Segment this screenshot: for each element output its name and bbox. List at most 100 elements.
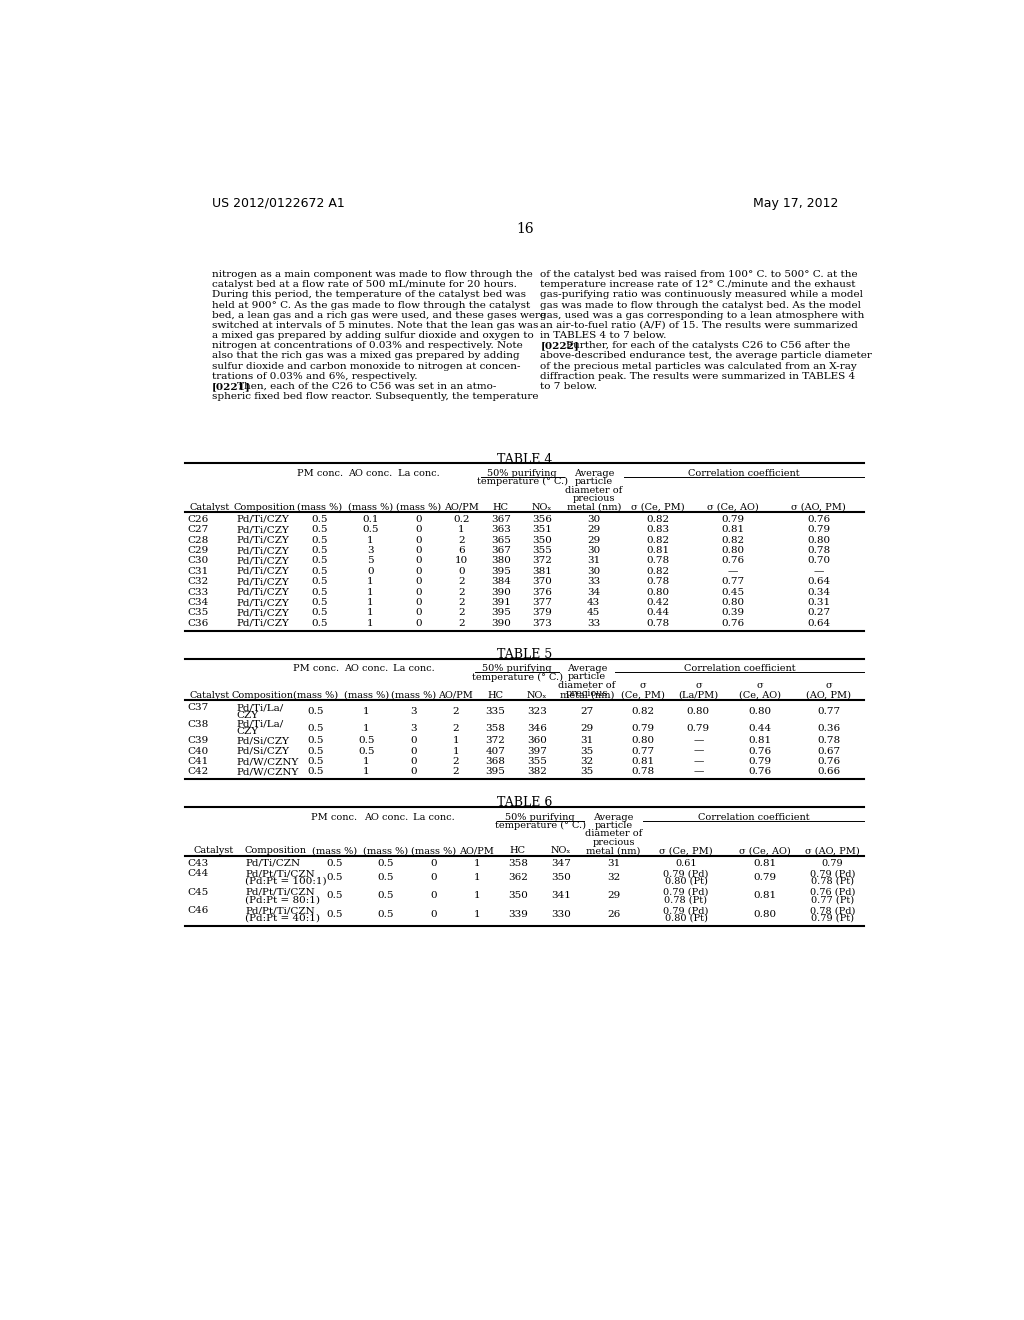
Text: 0.80: 0.80 <box>646 587 670 597</box>
Text: 0.5: 0.5 <box>307 767 325 776</box>
Text: 0.80: 0.80 <box>631 737 654 746</box>
Text: CZY: CZY <box>237 727 259 737</box>
Text: 30: 30 <box>587 566 600 576</box>
Text: NOₓ: NOₓ <box>551 846 571 855</box>
Text: in TABLES 4 to 7 below.: in TABLES 4 to 7 below. <box>541 331 667 341</box>
Text: 32: 32 <box>581 758 594 766</box>
Text: precious: precious <box>572 494 615 503</box>
Text: trations of 0.03% and 6%, respectively.: trations of 0.03% and 6%, respectively. <box>212 372 417 380</box>
Text: 0.5: 0.5 <box>378 909 394 919</box>
Text: 0.27: 0.27 <box>807 609 830 618</box>
Text: 390: 390 <box>490 587 511 597</box>
Text: 0.5: 0.5 <box>307 747 325 755</box>
Text: 2: 2 <box>458 598 465 607</box>
Text: 0: 0 <box>411 737 418 746</box>
Text: 0.82: 0.82 <box>721 536 744 545</box>
Text: 2: 2 <box>458 619 465 628</box>
Text: (mass %): (mass %) <box>364 846 409 855</box>
Text: 3: 3 <box>411 708 418 715</box>
Text: NOₓ: NOₓ <box>532 503 553 512</box>
Text: La conc.: La conc. <box>393 664 435 673</box>
Text: 2: 2 <box>453 758 459 766</box>
Text: Pd/Ti/CZY: Pd/Ti/CZY <box>237 619 290 628</box>
Text: nitrogen as a main component was made to flow through the: nitrogen as a main component was made to… <box>212 271 532 279</box>
Text: (mass %): (mass %) <box>412 846 457 855</box>
Text: 377: 377 <box>532 598 552 607</box>
Text: 0.5: 0.5 <box>362 525 379 535</box>
Text: 0.82: 0.82 <box>631 708 654 715</box>
Text: 0: 0 <box>416 525 422 535</box>
Text: bed, a lean gas and a rich gas were used, and these gases were: bed, a lean gas and a rich gas were used… <box>212 310 546 319</box>
Text: Correlation coefficient: Correlation coefficient <box>684 664 796 673</box>
Text: PM conc.: PM conc. <box>311 813 357 821</box>
Text: 365: 365 <box>490 536 511 545</box>
Text: C40: C40 <box>187 747 209 755</box>
Text: 360: 360 <box>527 737 547 746</box>
Text: 0.5: 0.5 <box>311 525 328 535</box>
Text: 380: 380 <box>490 557 511 565</box>
Text: —: — <box>813 566 823 576</box>
Text: TABLE 6: TABLE 6 <box>497 796 553 809</box>
Text: 35: 35 <box>581 767 594 776</box>
Text: C38: C38 <box>187 719 209 729</box>
Text: 31: 31 <box>607 859 621 867</box>
Text: 1: 1 <box>473 873 480 882</box>
Text: 370: 370 <box>532 577 552 586</box>
Text: 0.79 (Pd): 0.79 (Pd) <box>664 906 709 915</box>
Text: diameter of: diameter of <box>558 681 615 690</box>
Text: 397: 397 <box>527 747 547 755</box>
Text: Pd/Ti/La/: Pd/Ti/La/ <box>237 719 284 729</box>
Text: 351: 351 <box>532 525 552 535</box>
Text: 395: 395 <box>485 767 505 776</box>
Text: (mass %): (mass %) <box>396 503 441 512</box>
Text: 0.1: 0.1 <box>362 515 379 524</box>
Text: 0.82: 0.82 <box>646 566 670 576</box>
Text: σ (Ce, AO): σ (Ce, AO) <box>738 846 791 855</box>
Text: 0.31: 0.31 <box>807 598 830 607</box>
Text: (La/PM): (La/PM) <box>678 690 719 700</box>
Text: 0: 0 <box>416 598 422 607</box>
Text: 0.44: 0.44 <box>749 723 771 733</box>
Text: σ: σ <box>757 681 763 690</box>
Text: 0.79: 0.79 <box>721 515 744 524</box>
Text: 1: 1 <box>362 723 370 733</box>
Text: (Pd:Pt = 80:1): (Pd:Pt = 80:1) <box>245 895 321 904</box>
Text: 0: 0 <box>416 587 422 597</box>
Text: 1: 1 <box>368 619 374 628</box>
Text: C31: C31 <box>187 566 209 576</box>
Text: (Pd:Pt = 40:1): (Pd:Pt = 40:1) <box>245 913 321 923</box>
Text: C34: C34 <box>187 598 209 607</box>
Text: 0.39: 0.39 <box>721 609 744 618</box>
Text: 0.64: 0.64 <box>807 619 830 628</box>
Text: 43: 43 <box>587 598 600 607</box>
Text: 0.5: 0.5 <box>326 873 342 882</box>
Text: 339: 339 <box>508 909 527 919</box>
Text: 0.79: 0.79 <box>749 758 771 766</box>
Text: C43: C43 <box>187 859 209 867</box>
Text: 335: 335 <box>485 708 505 715</box>
Text: 341: 341 <box>551 891 571 900</box>
Text: 0.5: 0.5 <box>307 723 325 733</box>
Text: 0.5: 0.5 <box>326 909 342 919</box>
Text: 1: 1 <box>368 598 374 607</box>
Text: 0.80: 0.80 <box>749 708 771 715</box>
Text: Average: Average <box>573 469 614 478</box>
Text: Composition: Composition <box>233 503 295 512</box>
Text: US 2012/0122672 A1: US 2012/0122672 A1 <box>212 197 344 210</box>
Text: 407: 407 <box>485 747 505 755</box>
Text: C27: C27 <box>187 525 209 535</box>
Text: 0.79 (Pd): 0.79 (Pd) <box>664 887 709 896</box>
Text: 2: 2 <box>458 536 465 545</box>
Text: PM conc.: PM conc. <box>293 664 339 673</box>
Text: 0: 0 <box>411 767 418 776</box>
Text: 0.5: 0.5 <box>311 587 328 597</box>
Text: metal (nm): metal (nm) <box>566 503 621 512</box>
Text: 0.81: 0.81 <box>753 891 776 900</box>
Text: Correlation coefficient: Correlation coefficient <box>688 469 800 478</box>
Text: 390: 390 <box>490 619 511 628</box>
Text: 0.5: 0.5 <box>311 577 328 586</box>
Text: 0.79: 0.79 <box>821 859 844 867</box>
Text: 0.76: 0.76 <box>817 758 840 766</box>
Text: NOₓ: NOₓ <box>527 690 548 700</box>
Text: 0.5: 0.5 <box>311 566 328 576</box>
